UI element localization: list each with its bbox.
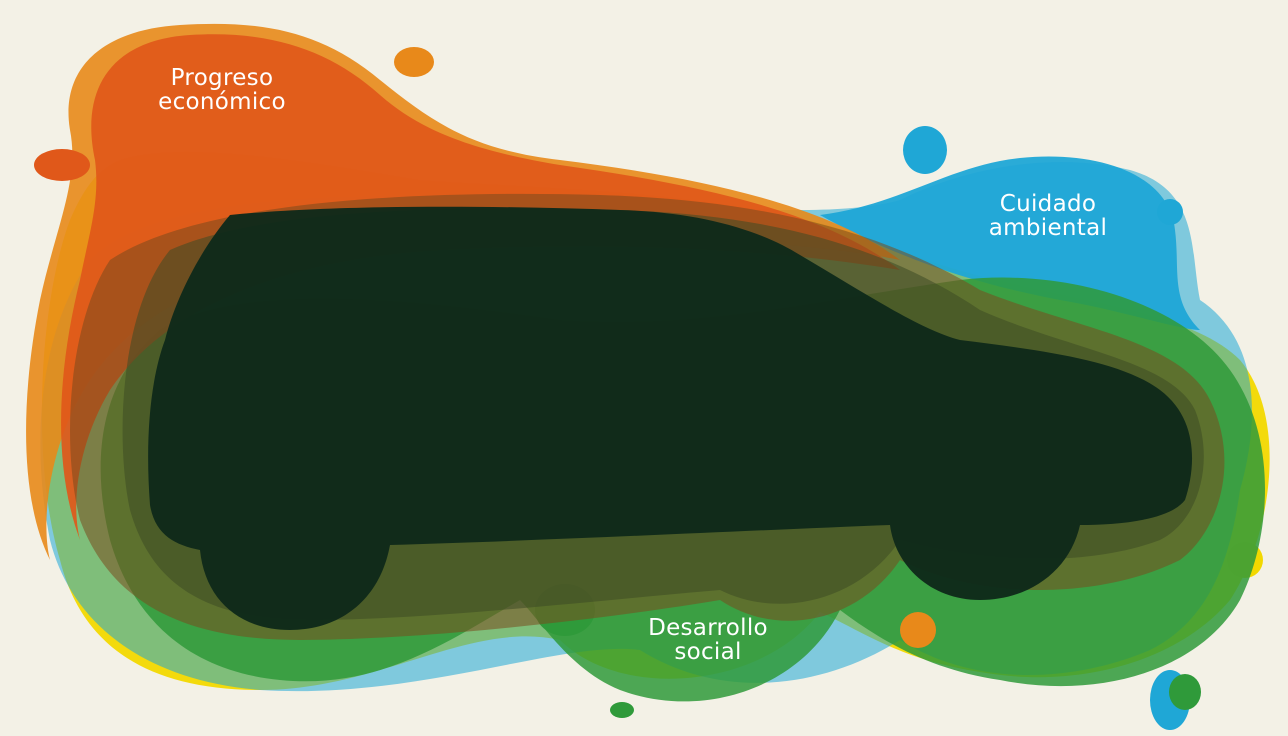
green-dot-bottom	[610, 702, 634, 718]
blue-dot-top	[903, 126, 947, 174]
blue-dot-right	[1157, 199, 1183, 225]
car-silhouette-icon	[148, 206, 1193, 630]
environmental-label-line1: Cuidado	[999, 191, 1097, 217]
economic-label-line1: Progreso	[170, 65, 274, 91]
environmental-care-label: Cuidado ambiental	[978, 192, 1118, 240]
orange-dot-top	[394, 47, 434, 77]
economic-label-line2: económico	[158, 89, 286, 115]
economic-progress-label: Progreso económico	[152, 66, 292, 114]
environmental-blob-core	[820, 156, 1200, 330]
orange-dot-bottom	[900, 612, 936, 648]
economic-blob	[61, 34, 900, 540]
green-dot-right	[1169, 674, 1201, 710]
social-development-label: Desarrollo social	[633, 616, 783, 664]
environmental-label-line2: ambiental	[988, 215, 1108, 241]
social-label-line1: Desarrollo	[648, 615, 768, 641]
social-label-line2: social	[674, 639, 742, 665]
orange-dot-left	[34, 149, 90, 181]
